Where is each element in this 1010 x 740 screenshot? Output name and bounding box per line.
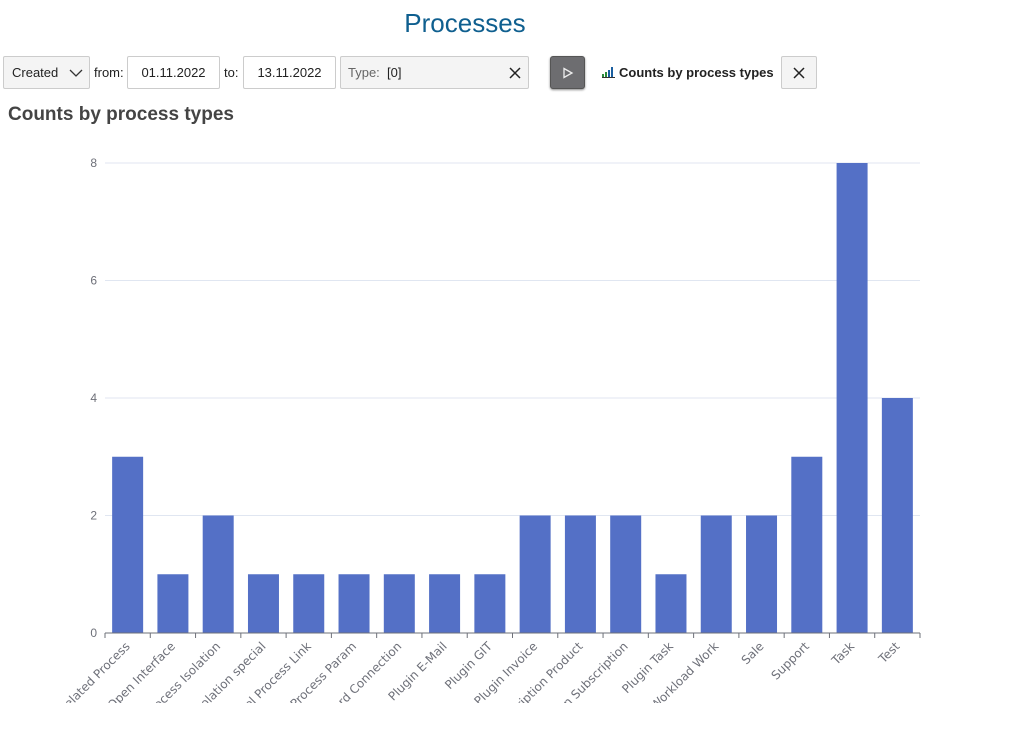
from-date-input[interactable]: 01.11.2022 <box>127 56 220 89</box>
bar <box>881 398 913 633</box>
bar <box>112 456 144 633</box>
bar <box>836 163 868 633</box>
x-icon[interactable] <box>508 66 522 80</box>
bar <box>474 574 506 633</box>
bar <box>564 515 596 633</box>
report-link[interactable]: Counts by process types <box>602 56 774 89</box>
y-tick-label: 0 <box>90 626 97 640</box>
x-icon <box>793 66 805 79</box>
y-tick-label: 6 <box>90 274 97 288</box>
x-tick-label: ion Subscription <box>553 639 631 703</box>
y-tick-label: 2 <box>90 509 97 523</box>
page-title: Processes <box>404 8 526 38</box>
bar <box>157 574 189 633</box>
to-label: to: <box>224 65 239 80</box>
date-mode-select[interactable]: Created <box>3 56 90 89</box>
run-button[interactable] <box>550 56 585 89</box>
bar <box>791 456 823 633</box>
x-tick-label: Support <box>768 639 812 683</box>
bar <box>293 574 325 633</box>
play-icon <box>562 66 573 79</box>
bar <box>519 515 551 633</box>
bar <box>429 574 461 633</box>
type-label: Type: <box>348 65 380 80</box>
bar <box>700 515 732 633</box>
report-link-label: Counts by process types <box>619 65 774 80</box>
y-tick-label: 8 <box>90 156 97 170</box>
type-value: [0] <box>387 65 402 80</box>
x-tick-label: Sale <box>739 639 767 667</box>
y-tick-label: 4 <box>90 391 97 405</box>
from-label: from: <box>94 65 124 80</box>
section-title: Counts by process types <box>8 104 234 125</box>
close-report-button[interactable] <box>781 56 817 89</box>
to-date-input[interactable]: 13.11.2022 <box>243 56 336 89</box>
bar <box>746 515 778 633</box>
bar <box>610 515 642 633</box>
x-tick-label: Task <box>828 639 857 668</box>
type-filter[interactable]: Type: [0] <box>340 56 529 89</box>
bar-chart-icon <box>602 67 615 78</box>
x-tick-label: Test <box>875 639 903 667</box>
bar <box>247 574 279 633</box>
bar <box>655 574 687 633</box>
bar <box>202 515 234 633</box>
date-mode-value: Created <box>12 65 59 80</box>
bar <box>338 574 370 633</box>
chevron-down-icon <box>69 69 83 77</box>
bar <box>383 574 415 633</box>
